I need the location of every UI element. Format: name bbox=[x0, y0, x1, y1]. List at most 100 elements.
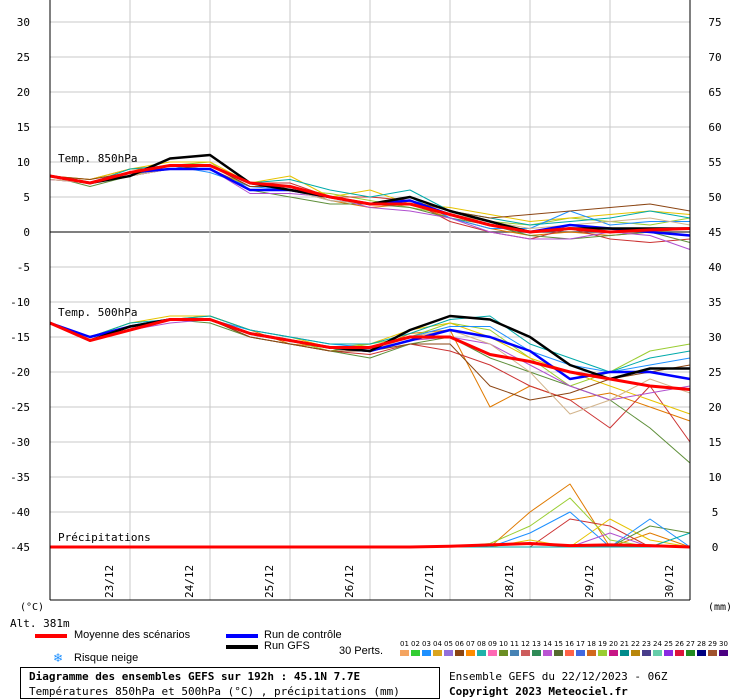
gfs-label: Run GFS bbox=[264, 640, 310, 652]
perturbation-swatch bbox=[477, 650, 486, 656]
left-tick-label: 20 bbox=[17, 86, 30, 99]
perturbation-swatch bbox=[422, 650, 431, 656]
perturbation-swatch bbox=[576, 650, 585, 656]
mean-t850-line bbox=[49, 164, 691, 234]
x-tick-label: 23/12 bbox=[103, 565, 116, 598]
left-tick-label: -25 bbox=[10, 401, 30, 414]
perturbation-number: 02 bbox=[411, 640, 420, 648]
perturbation-number: 18 bbox=[587, 640, 596, 648]
perturbation-number: 26 bbox=[675, 640, 684, 648]
perturbation-number: 09 bbox=[488, 640, 497, 648]
right-tick-label: 40 bbox=[708, 261, 721, 274]
footer-subtitle: Températures 850hPa et 500hPa (°C) , pré… bbox=[29, 685, 400, 698]
mean-t500-line bbox=[49, 318, 691, 391]
gfs-swatch bbox=[226, 645, 258, 649]
right-tick-label: 0 bbox=[712, 541, 719, 554]
perturbation-swatch bbox=[543, 650, 552, 656]
left-tick-label: -40 bbox=[10, 506, 30, 519]
perturbation-number: 22 bbox=[631, 640, 640, 648]
right-tick-label: 50 bbox=[708, 191, 721, 204]
perturbation-number: 05 bbox=[444, 640, 453, 648]
right-tick-label: 70 bbox=[708, 51, 721, 64]
perturbation-number: 07 bbox=[466, 640, 475, 648]
x-tick-label: 30/12 bbox=[663, 565, 676, 598]
control-label: Run de contrôle bbox=[264, 629, 342, 641]
perturbation-swatch bbox=[466, 650, 475, 656]
right-tick-label: 55 bbox=[708, 156, 721, 169]
perturbation-number: 20 bbox=[609, 640, 618, 648]
footer-box: Diagramme des ensembles GEFS sur 192h : … bbox=[20, 667, 440, 699]
perturbation-number: 27 bbox=[686, 640, 695, 648]
perturbation-number: 28 bbox=[697, 640, 706, 648]
perturbation-number: 30 bbox=[719, 640, 728, 648]
perts-label: 30 Perts. bbox=[339, 645, 384, 657]
perturbation-number: 04 bbox=[433, 640, 442, 648]
perturbation-swatch bbox=[719, 650, 728, 656]
perturbation-swatch bbox=[631, 650, 640, 656]
perturbation-swatch bbox=[554, 650, 563, 656]
perturbation-swatch bbox=[620, 650, 629, 656]
perturbation-swatch bbox=[499, 650, 508, 656]
perturbation-swatch bbox=[400, 650, 409, 656]
perturbation-swatch bbox=[532, 650, 541, 656]
perturbation-swatch bbox=[488, 650, 497, 656]
left-tick-label: -35 bbox=[10, 471, 30, 484]
perturbation-swatch bbox=[510, 650, 519, 656]
left-tick-label: -45 bbox=[10, 541, 30, 554]
left-tick-label: -20 bbox=[10, 366, 30, 379]
perturbation-number: 21 bbox=[620, 640, 629, 648]
footer-title: Diagramme des ensembles GEFS sur 192h : … bbox=[29, 670, 361, 683]
right-tick-label: 75 bbox=[708, 16, 721, 29]
right-tick-label: 15 bbox=[708, 436, 721, 449]
x-tick-label: 27/12 bbox=[423, 565, 436, 598]
perturbation-swatch bbox=[697, 650, 706, 656]
x-tick-label: 26/12 bbox=[343, 565, 356, 598]
right-tick-label: 20 bbox=[708, 401, 721, 414]
perturbation-number: 10 bbox=[499, 640, 508, 648]
perturbation-number: 13 bbox=[532, 640, 541, 648]
mean-label: Moyenne des scénarios bbox=[74, 629, 191, 641]
right-tick-label: 65 bbox=[708, 86, 721, 99]
copyright: Copyright 2023 Meteociel.fr bbox=[449, 685, 628, 698]
right-tick-label: 10 bbox=[708, 471, 721, 484]
left-tick-label: 25 bbox=[17, 51, 30, 64]
perturbation-swatch bbox=[565, 650, 574, 656]
left-tick-label: 15 bbox=[17, 121, 30, 134]
right-tick-label: 5 bbox=[712, 506, 719, 519]
left-tick-label: 10 bbox=[17, 156, 30, 169]
x-tick-label: 28/12 bbox=[503, 565, 516, 598]
main-series-lines bbox=[49, 153, 691, 549]
left-tick-label: -30 bbox=[10, 436, 30, 449]
left-tick-label: -15 bbox=[10, 331, 30, 344]
perturbation-number: 01 bbox=[400, 640, 409, 648]
left-tick-label: 0 bbox=[23, 226, 30, 239]
x-tick-label: 29/12 bbox=[583, 565, 596, 598]
right-tick-label: 25 bbox=[708, 366, 721, 379]
perturbation-number: 15 bbox=[554, 640, 563, 648]
perturbation-swatch bbox=[653, 650, 662, 656]
perturbation-swatch bbox=[521, 650, 530, 656]
perturbation-swatch bbox=[433, 650, 442, 656]
perturbation-number: 11 bbox=[510, 640, 519, 648]
perturbation-swatch bbox=[598, 650, 607, 656]
snowflake-icon: ❄ bbox=[53, 651, 64, 665]
mean-swatch bbox=[35, 634, 67, 638]
left-axis-unit: (°C) bbox=[20, 602, 44, 613]
perturbation-number: 23 bbox=[642, 640, 651, 648]
perturbation-swatch bbox=[587, 650, 596, 656]
perturbation-number: 24 bbox=[653, 640, 662, 648]
perturbation-number: 14 bbox=[543, 640, 552, 648]
control-swatch bbox=[226, 634, 258, 638]
perturbation-number: 06 bbox=[455, 640, 464, 648]
perturbation-swatch bbox=[444, 650, 453, 656]
ensemble-info: Ensemble GEFS du 22/12/2023 - 06Z bbox=[449, 670, 668, 683]
perturbation-swatch bbox=[675, 650, 684, 656]
x-tick-label: 25/12 bbox=[263, 565, 276, 598]
altitude-label: Alt. 381m bbox=[10, 617, 70, 630]
perturbation-number: 29 bbox=[708, 640, 717, 648]
right-tick-label: 45 bbox=[708, 226, 721, 239]
right-tick-label: 30 bbox=[708, 331, 721, 344]
perturbation-number: 19 bbox=[598, 640, 607, 648]
